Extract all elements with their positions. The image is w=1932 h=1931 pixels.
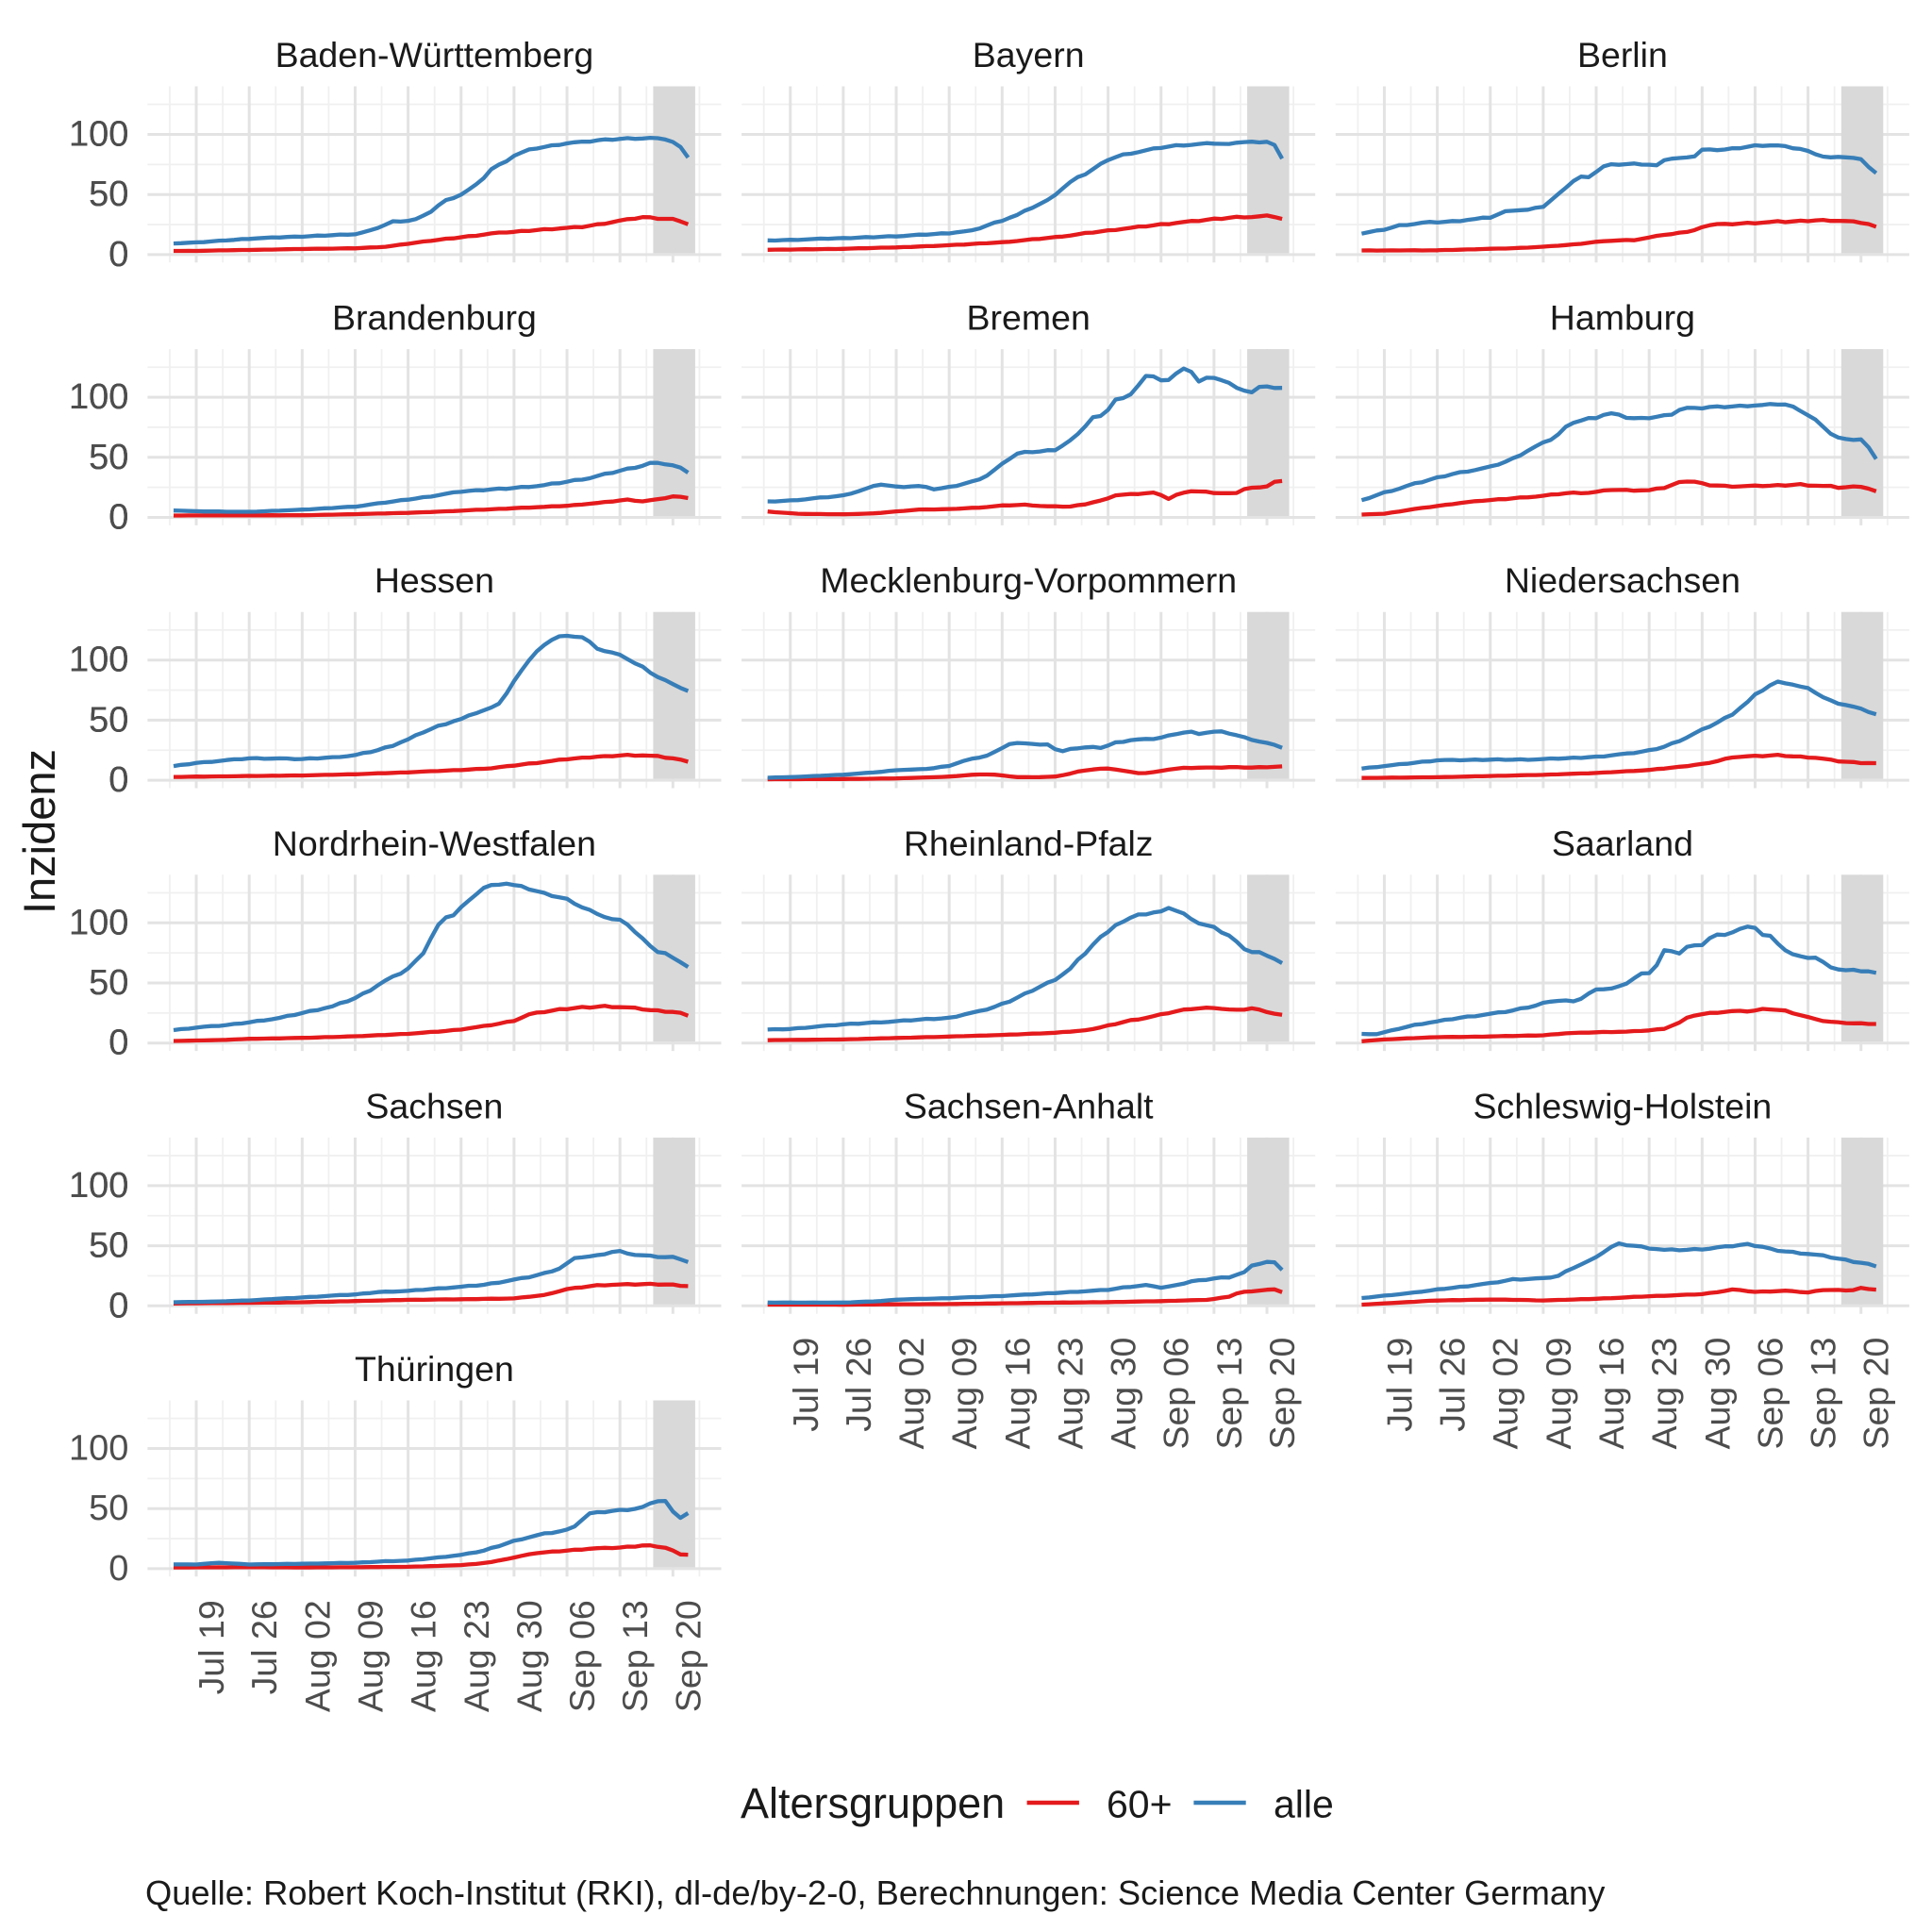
svg-text:Sep 13: Sep 13 [1209,1338,1249,1450]
svg-text:50: 50 [89,700,128,740]
svg-text:50: 50 [89,1226,128,1266]
svg-text:Aug 30: Aug 30 [1697,1338,1737,1450]
svg-text:0: 0 [108,760,128,800]
svg-text:Jul 26: Jul 26 [244,1600,284,1694]
svg-text:Aug 23: Aug 23 [1051,1338,1091,1450]
svg-text:Rheinland-Pfalz: Rheinland-Pfalz [904,824,1154,863]
svg-text:Hamburg: Hamburg [1550,298,1695,338]
svg-text:100: 100 [69,1166,128,1206]
svg-text:60+: 60+ [1107,1783,1173,1826]
svg-text:Sep 06: Sep 06 [1750,1338,1790,1450]
svg-text:0: 0 [108,235,128,275]
svg-text:100: 100 [69,115,128,155]
svg-text:100: 100 [69,641,128,680]
svg-text:Sep 20: Sep 20 [668,1600,708,1712]
svg-text:100: 100 [69,1166,128,1206]
svg-text:Jul 19: Jul 19 [786,1338,825,1432]
svg-text:100: 100 [69,115,128,155]
svg-text:Aug 09: Aug 09 [944,1338,984,1450]
svg-text:100: 100 [69,115,128,155]
svg-text:Nordrhein-Westfalen: Nordrhein-Westfalen [273,824,596,863]
svg-text:0: 0 [108,1024,128,1063]
svg-text:Aug 30: Aug 30 [1104,1338,1143,1450]
svg-text:Aug 16: Aug 16 [997,1338,1037,1450]
svg-text:50: 50 [89,438,128,477]
svg-text:Sachsen: Sachsen [365,1086,503,1125]
svg-text:0: 0 [108,760,128,800]
svg-text:100: 100 [69,377,128,417]
svg-text:Saarland: Saarland [1552,824,1693,863]
svg-text:Aug 02: Aug 02 [297,1600,337,1712]
svg-text:100: 100 [69,903,128,942]
svg-text:0: 0 [108,1286,128,1325]
svg-text:Aug 23: Aug 23 [457,1600,496,1712]
svg-text:Sep 06: Sep 06 [562,1600,602,1712]
svg-text:Aug 30: Aug 30 [509,1600,549,1712]
svg-text:Sep 20: Sep 20 [1857,1338,1896,1450]
svg-text:100: 100 [69,377,128,417]
svg-text:Quelle: Robert Koch-Institut (: Quelle: Robert Koch-Institut (RKI), dl-d… [145,1873,1606,1912]
svg-text:50: 50 [89,700,128,740]
svg-text:Aug 09: Aug 09 [1539,1338,1578,1450]
svg-text:100: 100 [69,903,128,942]
svg-text:Bayern: Bayern [973,35,1085,75]
svg-text:100: 100 [69,641,128,680]
svg-text:0: 0 [108,498,128,538]
svg-text:0: 0 [108,498,128,538]
svg-text:0: 0 [108,1286,128,1325]
svg-text:0: 0 [108,1549,128,1589]
svg-text:50: 50 [89,1226,128,1266]
svg-text:Berlin: Berlin [1577,35,1668,75]
svg-text:100: 100 [69,641,128,680]
svg-text:0: 0 [108,498,128,538]
svg-text:Jul 26: Jul 26 [839,1338,878,1432]
svg-text:50: 50 [89,175,128,214]
svg-text:0: 0 [108,760,128,800]
svg-text:Schleswig-Holstein: Schleswig-Holstein [1474,1086,1773,1125]
svg-text:50: 50 [89,438,128,477]
svg-text:Jul 26: Jul 26 [1433,1338,1473,1432]
svg-text:Aug 09: Aug 09 [351,1600,391,1712]
svg-text:50: 50 [89,1226,128,1266]
svg-text:50: 50 [89,700,128,740]
svg-text:50: 50 [89,1489,128,1528]
svg-text:100: 100 [69,903,128,942]
svg-text:100: 100 [69,377,128,417]
svg-text:Aug 23: Aug 23 [1644,1338,1684,1450]
svg-text:Inzidenz: Inzidenz [14,749,64,914]
svg-text:50: 50 [89,963,128,1003]
svg-text:100: 100 [69,1166,128,1206]
svg-text:0: 0 [108,1024,128,1063]
svg-text:Sep 13: Sep 13 [1804,1338,1843,1450]
svg-text:Sep 06: Sep 06 [1157,1338,1196,1450]
svg-text:50: 50 [89,963,128,1003]
svg-text:Brandenburg: Brandenburg [332,298,537,338]
svg-text:50: 50 [89,175,128,214]
svg-text:Hessen: Hessen [375,560,494,600]
svg-text:Aug 16: Aug 16 [1591,1338,1631,1450]
svg-text:Mecklenburg-Vorpommern: Mecklenburg-Vorpommern [820,560,1237,600]
svg-text:0: 0 [108,1286,128,1325]
svg-text:Jul 19: Jul 19 [192,1600,231,1694]
svg-text:Sachsen-Anhalt: Sachsen-Anhalt [904,1086,1154,1125]
svg-text:0: 0 [108,1024,128,1063]
svg-text:Bremen: Bremen [967,298,1091,338]
svg-text:Baden-Württemberg: Baden-Württemberg [275,35,594,75]
svg-text:Sep 13: Sep 13 [615,1600,655,1712]
svg-text:Sep 20: Sep 20 [1262,1338,1302,1450]
svg-text:Altersgruppen: Altersgruppen [741,1779,1005,1827]
svg-text:0: 0 [108,235,128,275]
svg-text:50: 50 [89,438,128,477]
svg-text:100: 100 [69,1429,128,1469]
svg-text:50: 50 [89,175,128,214]
svg-text:Thüringen: Thüringen [355,1349,514,1389]
svg-text:50: 50 [89,963,128,1003]
svg-text:0: 0 [108,235,128,275]
svg-text:alle: alle [1274,1783,1334,1826]
svg-text:Aug 16: Aug 16 [404,1600,443,1712]
svg-text:Jul 19: Jul 19 [1380,1338,1420,1432]
svg-text:Aug 02: Aug 02 [891,1338,931,1450]
svg-text:Niedersachsen: Niedersachsen [1505,560,1740,600]
svg-text:Aug 02: Aug 02 [1486,1338,1525,1450]
